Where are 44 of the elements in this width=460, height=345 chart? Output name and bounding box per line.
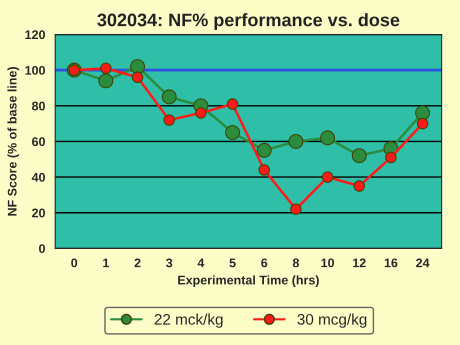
y-tick-label: 100 (25, 66, 45, 75)
point (100, 62, 112, 74)
legend-label: 22 mck/kg (154, 314, 223, 328)
x-tick-label: 10 (321, 258, 334, 268)
point (226, 98, 238, 110)
point (225, 125, 240, 140)
y-tick-label: 120 (25, 30, 45, 40)
x-tick-label: 4 (198, 258, 204, 268)
y-axis-title: NF Score (% of base line) (7, 67, 20, 216)
point (290, 203, 302, 215)
y-tick-label: 20 (32, 208, 45, 218)
point (385, 152, 397, 164)
x-tick-label: 12 (353, 258, 366, 268)
x-tick-label: 6 (261, 258, 268, 268)
legend-label: 30 mcg/kg (297, 314, 366, 328)
point (416, 118, 428, 130)
point (322, 171, 334, 183)
point (132, 72, 144, 84)
point (130, 59, 146, 74)
x-tick-label: 2 (134, 258, 141, 268)
x-tick-label: 8 (292, 258, 299, 268)
x-tick-label: 0 (71, 258, 78, 268)
y-tick-label: 60 (32, 137, 45, 146)
x-tick-label: 3 (166, 258, 172, 268)
point (415, 105, 430, 120)
x-tick-label: 24 (416, 258, 430, 268)
x-tick-label: 5 (229, 258, 236, 268)
y-tick-label: 0 (39, 244, 45, 254)
point (352, 148, 367, 164)
point (98, 73, 114, 88)
x-tick-label: 1 (103, 258, 110, 268)
point (162, 89, 177, 104)
x-axis-title: Experimental Time (hrs) (178, 275, 319, 287)
point (163, 114, 175, 126)
x-tick-label: 16 (384, 258, 398, 268)
y-tick-label: 40 (32, 172, 45, 182)
point (320, 130, 336, 146)
point (256, 142, 272, 158)
chart-title: 302034: NF% performance vs. dose (97, 13, 400, 30)
point (258, 164, 270, 176)
point (195, 107, 207, 119)
point (288, 134, 304, 149)
point (354, 180, 365, 192)
y-tick-label: 80 (32, 102, 45, 110)
